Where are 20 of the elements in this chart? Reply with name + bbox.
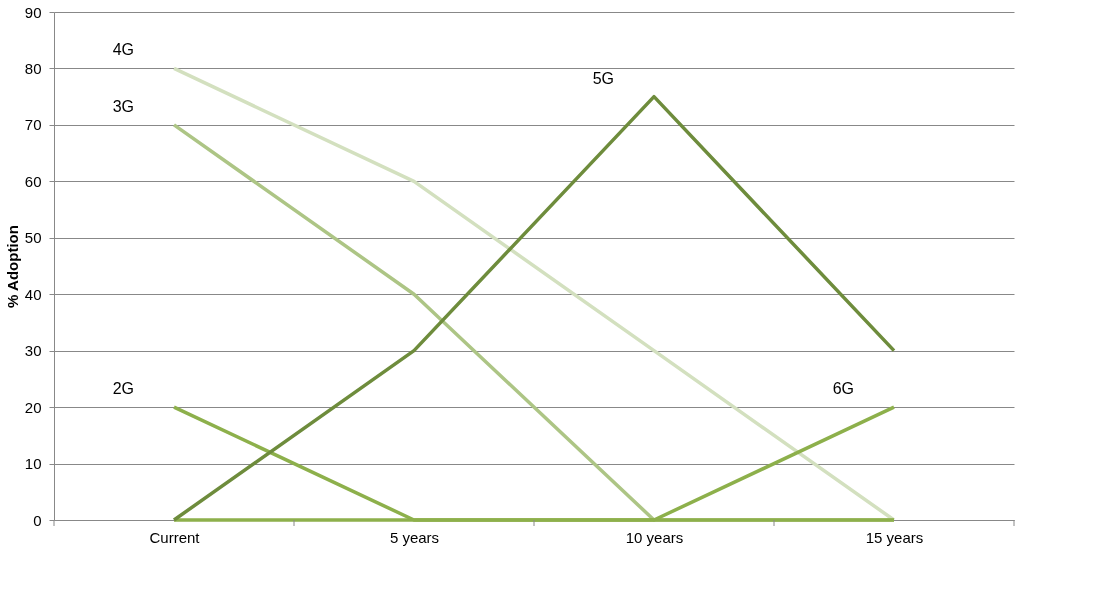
y-tick-label: 40: [24, 285, 42, 303]
text: 5G: [592, 69, 614, 87]
text: 3G: [112, 97, 134, 115]
y-tick-label: 80: [24, 59, 42, 77]
y-tick-label: 10: [24, 455, 42, 473]
x-tick-label: 5 years: [389, 528, 440, 546]
text: 2G: [112, 380, 134, 398]
x-tick-label: Current: [149, 528, 201, 546]
y-tick-label: 60: [24, 172, 42, 190]
x-tick-label: 15 years: [865, 528, 924, 546]
y-tick-label: 30: [24, 342, 42, 360]
x-tick-label: 10 years: [625, 528, 684, 546]
y-tick-label: 90: [24, 3, 42, 21]
series-label: 6G: [832, 380, 854, 398]
y-tick-label: 50: [24, 229, 42, 247]
text: 4G: [112, 41, 134, 59]
y-axis-title: % Adoption: [3, 225, 21, 308]
y-tick-label: 70: [24, 116, 42, 134]
y-tick-label: 20: [24, 398, 42, 416]
y-tick-label: 0: [33, 511, 42, 529]
